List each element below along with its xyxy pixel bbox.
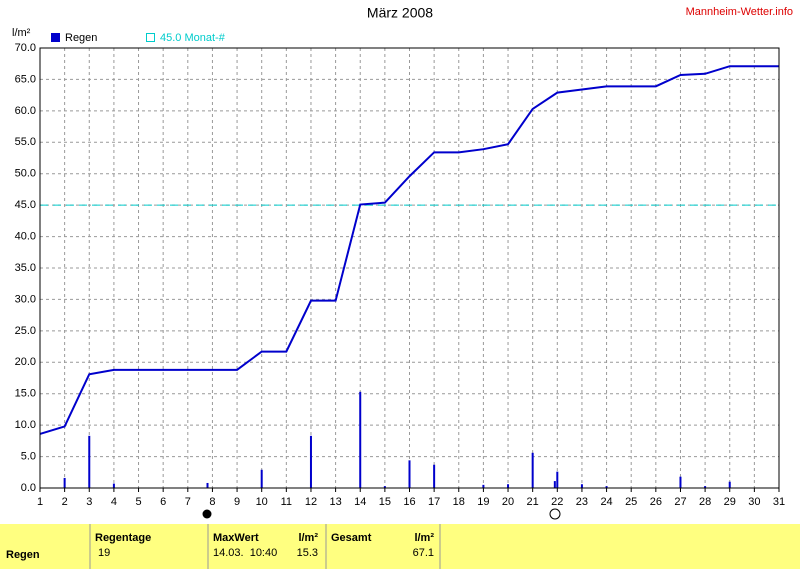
y-tick-label: 70.0 <box>15 42 36 54</box>
bar <box>482 484 485 488</box>
x-tick-label: 5 <box>135 496 141 508</box>
x-tick-label: 21 <box>527 496 539 508</box>
moon-new <box>549 508 561 520</box>
y-axis-label: l/m² <box>12 27 31 39</box>
chart-title: März 2008 <box>367 5 433 21</box>
y-tick-label: 20.0 <box>15 356 36 368</box>
x-tick-label: 8 <box>209 496 215 508</box>
x-tick-label: 22 <box>551 496 563 508</box>
table-header: Regentage <box>95 532 151 544</box>
y-tick-label: 5.0 <box>21 450 36 462</box>
y-tick-label: 65.0 <box>15 73 36 85</box>
y-tick-label: 0.0 <box>21 482 36 494</box>
bar <box>507 484 510 488</box>
x-tick-label: 11 <box>281 496 292 508</box>
x-tick-label: 19 <box>477 496 489 508</box>
y-tick-label: 45.0 <box>15 199 36 211</box>
bar <box>531 452 534 488</box>
bar <box>88 435 91 488</box>
row-label: Regen <box>6 549 40 561</box>
x-tick-label: 25 <box>625 496 637 508</box>
x-tick-label: 28 <box>699 496 711 508</box>
plot-frame <box>39 47 780 489</box>
x-tick-label: 30 <box>748 496 760 508</box>
x-tick-label: 7 <box>185 496 191 508</box>
table-header: l/m² <box>298 532 318 544</box>
bar <box>679 476 682 488</box>
x-tick-label: 3 <box>86 496 92 508</box>
x-tick-label: 26 <box>650 496 662 508</box>
y-tick-label: 10.0 <box>15 419 36 431</box>
y-tick-label: 50.0 <box>15 168 36 180</box>
bar <box>605 486 608 488</box>
table-cell: 14.03. 10:40 <box>213 547 277 559</box>
bar <box>260 469 263 488</box>
bar <box>383 486 386 488</box>
bar <box>556 471 559 488</box>
moon-full <box>202 509 212 519</box>
x-tick-label: 14 <box>354 496 366 508</box>
x-tick-label: 27 <box>674 496 686 508</box>
y-tick-label: 35.0 <box>15 262 36 274</box>
y-tick-label: 60.0 <box>15 105 36 117</box>
table-cell: 15.3 <box>297 547 318 559</box>
table-bg <box>0 524 800 569</box>
x-tick-label: 20 <box>502 496 514 508</box>
bar <box>63 477 66 488</box>
table-cell: 19 <box>98 547 110 559</box>
legend-swatch <box>51 33 60 42</box>
y-tick-label: 25.0 <box>15 325 36 337</box>
y-tick-label: 40.0 <box>15 230 36 242</box>
x-tick-label: 6 <box>160 496 166 508</box>
x-tick-label: 1 <box>37 496 43 508</box>
x-tick-label: 13 <box>329 496 341 508</box>
bar <box>359 391 362 488</box>
bar <box>704 486 707 488</box>
bar <box>112 483 115 488</box>
y-tick-label: 30.0 <box>15 293 36 305</box>
x-tick-label: 15 <box>379 496 391 508</box>
summary-table: Regentage MaxWert l/m² Gesamt l/m² Regen… <box>0 524 800 569</box>
legend-label: 45.0 Monat-# <box>160 32 226 44</box>
x-tick-label: 18 <box>453 496 465 508</box>
line <box>39 65 779 435</box>
table-header: MaxWert <box>213 532 259 544</box>
x-tick-label: 17 <box>428 496 440 508</box>
bar <box>728 481 731 488</box>
x-tick-label: 12 <box>305 496 317 508</box>
bar <box>408 460 411 488</box>
source: Mannheim-Wetter.info <box>686 6 793 18</box>
bar <box>309 435 312 488</box>
y-tick-label: 55.0 <box>15 136 36 148</box>
x-tick-label: 24 <box>600 496 612 508</box>
x-tick-label: 4 <box>111 496 117 508</box>
legend-label: Regen <box>65 32 97 44</box>
bar <box>206 482 209 488</box>
x-tick-label: 16 <box>403 496 415 508</box>
x-tick-label: 2 <box>62 496 68 508</box>
x-tick-label: 31 <box>773 496 785 508</box>
x-tick-label: 29 <box>724 496 736 508</box>
y-tick-label: 15.0 <box>15 388 36 400</box>
bar <box>580 484 583 488</box>
bar <box>553 481 556 488</box>
table-cell: 67.1 <box>413 547 434 559</box>
table-header: l/m² <box>414 532 434 544</box>
x-tick-label: 9 <box>234 496 240 508</box>
bar <box>433 464 436 488</box>
x-tick-label: 23 <box>576 496 588 508</box>
legend-swatch <box>146 33 155 42</box>
table-header: Gesamt <box>331 532 372 544</box>
x-tick-label: 10 <box>256 496 268 508</box>
